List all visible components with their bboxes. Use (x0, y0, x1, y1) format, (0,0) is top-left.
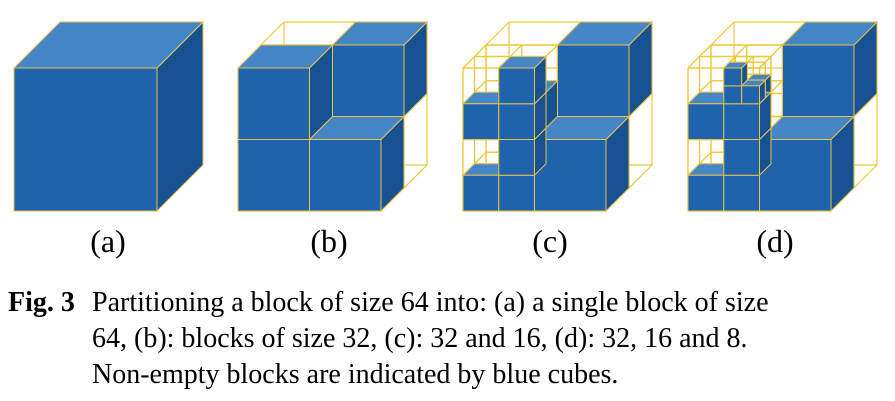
partition-figure (12, 20, 879, 213)
cube-front-face (237, 139, 310, 212)
cube-front-face (332, 44, 405, 117)
cube-front-face (723, 103, 760, 140)
cube-front-face (498, 174, 535, 212)
panel-label-a: (a) (90, 223, 126, 259)
grid-edge (509, 44, 523, 57)
grid-edge (710, 21, 735, 46)
grid-edge (699, 44, 712, 57)
cube-block (497, 55, 548, 105)
grid-edge (764, 56, 772, 63)
cube-front-face (13, 67, 158, 212)
cube-front-face (723, 174, 760, 212)
cube-block (722, 61, 749, 88)
panel-a-drawing (12, 20, 205, 213)
cube-block (758, 115, 856, 213)
cube-front-face (498, 67, 535, 105)
grid-edge (853, 164, 878, 189)
panel-label-b: (b) (310, 223, 348, 259)
cube-front-face (498, 103, 535, 140)
grid-edge (474, 151, 487, 165)
grid-edge (485, 21, 510, 46)
grid-edge (734, 44, 748, 57)
caption-number: Fig. 3 (8, 287, 75, 318)
cube-front-face (462, 174, 500, 212)
grid-edge (474, 44, 487, 57)
caption-text: Partitioning a block of size 64 into: (a… (92, 285, 882, 393)
grid-edge (699, 80, 712, 93)
grid-edge (770, 44, 783, 57)
cube-front-face (723, 85, 743, 105)
panel-label-c: (c) (532, 223, 568, 259)
cube-block (331, 20, 429, 118)
cube-front-face (557, 44, 630, 117)
cube-front-face (782, 44, 855, 117)
cube-block (12, 20, 205, 213)
panel-b-drawing (236, 20, 429, 213)
caption-line: Non-empty blocks are indicated by blue c… (92, 359, 619, 390)
cube-front-face (687, 103, 725, 140)
grid-edge (746, 56, 754, 63)
cube-block (740, 78, 767, 105)
grid-edge (729, 56, 736, 63)
grid-edge (260, 21, 285, 46)
grid-edge (474, 80, 487, 93)
grid-edge (545, 44, 558, 57)
panel-c-drawing (461, 20, 654, 213)
cube-block (556, 20, 654, 118)
grid-edge (403, 164, 428, 189)
grid-edge (770, 80, 783, 93)
caption-line: 64, (b): blocks of size 32, (c): 32 and … (92, 323, 748, 354)
grid-edge (462, 56, 475, 69)
grid-edge (628, 164, 653, 189)
cube-front-face (723, 139, 760, 176)
cube-block (781, 20, 879, 118)
cube-front-face (741, 85, 760, 105)
cube-block (308, 115, 406, 213)
cube-front-face (309, 139, 382, 212)
cube-front-face (237, 67, 310, 140)
cube-front-face (462, 103, 500, 140)
grid-edge (699, 151, 712, 165)
cube-block (236, 43, 334, 141)
panel-d-drawing (686, 20, 879, 213)
cube-front-face (723, 67, 743, 87)
cube-front-face (498, 139, 535, 176)
cube-front-face (687, 174, 725, 212)
panel-label-d: (d) (756, 223, 794, 259)
grid-edge (759, 61, 766, 69)
grid-edge (687, 56, 700, 69)
cube-block (533, 115, 631, 213)
caption-line: Partitioning a block of size 64 into: (a… (92, 287, 769, 318)
